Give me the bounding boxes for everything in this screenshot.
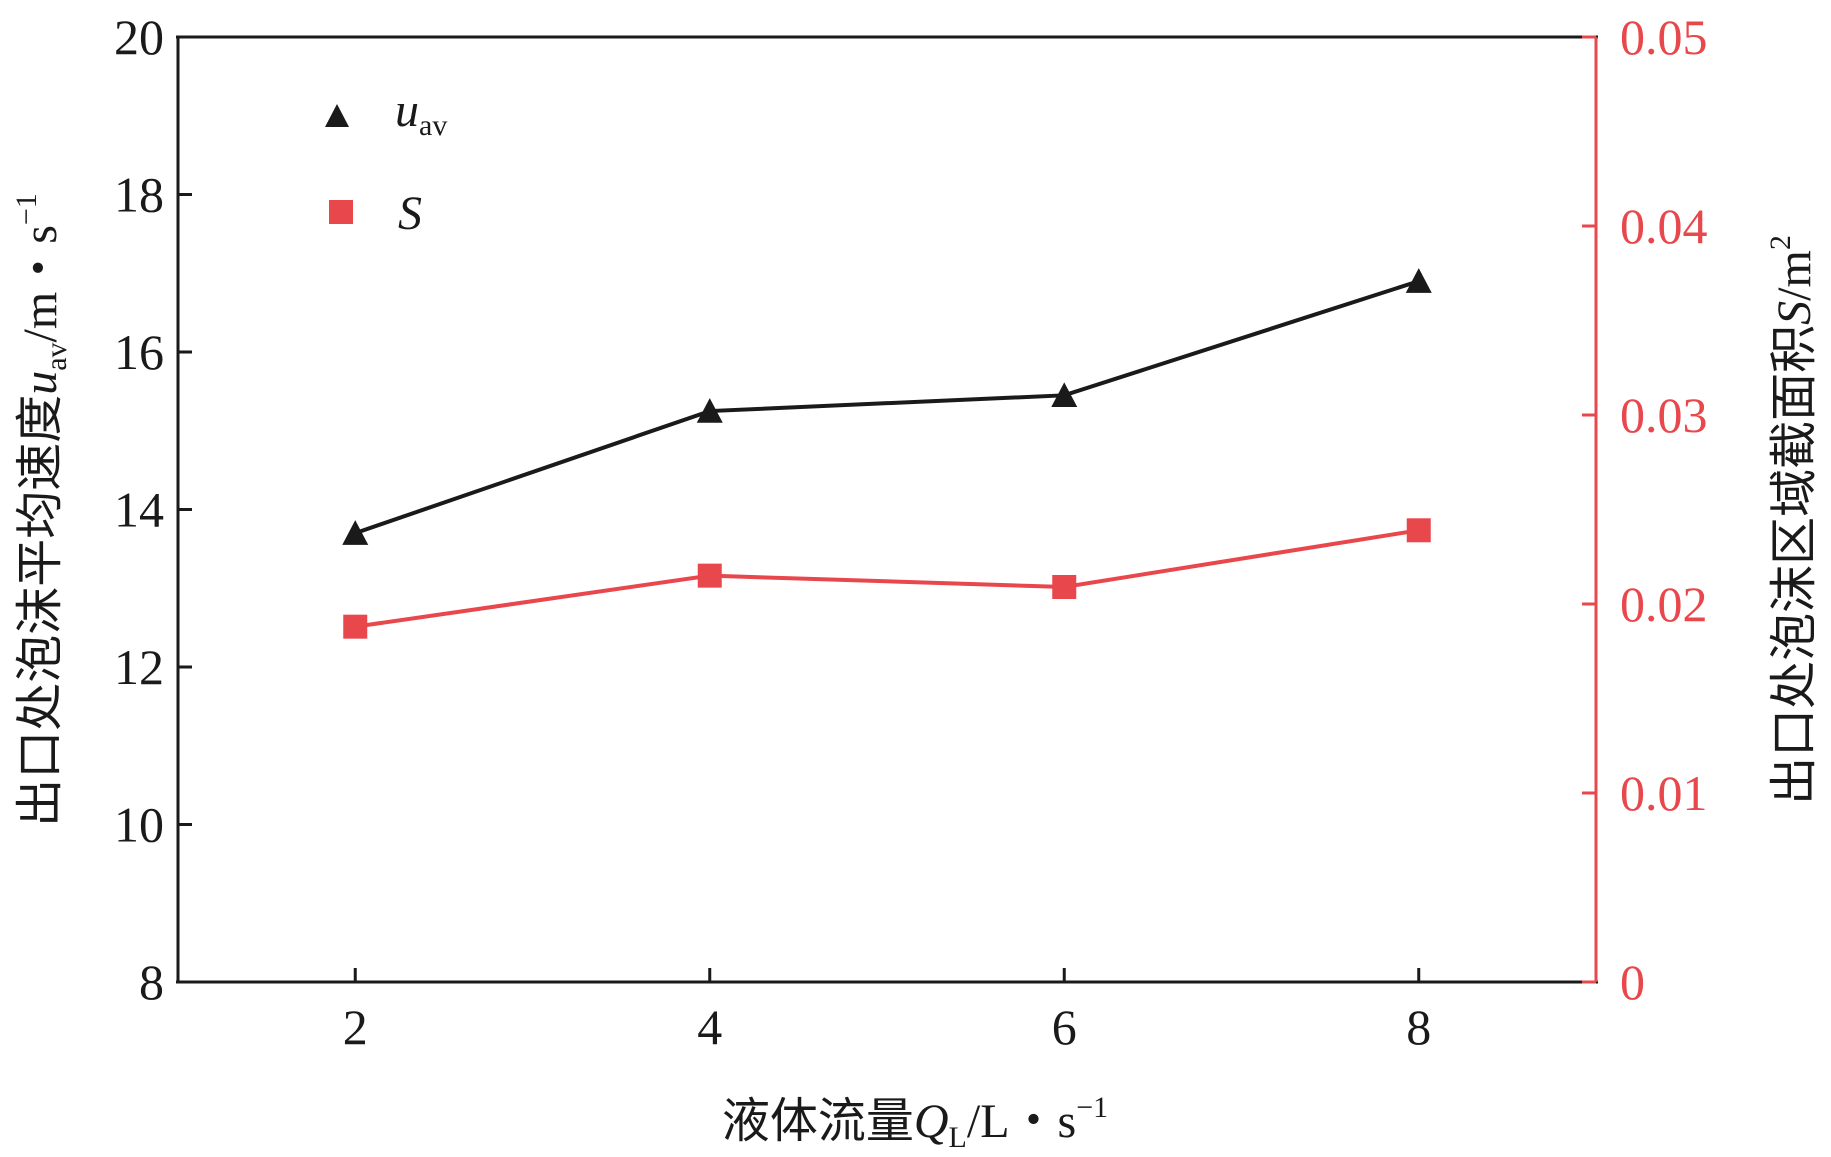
legend-label-s: S [398,187,422,240]
left-y-axis-ticks: 8 10 12 14 16 18 20 [114,9,192,1010]
right-y-tick-label: 0 [1620,954,1645,1010]
data-point-square [1052,574,1077,599]
x-axis-label: 液体流量QL/L・s−1 [722,1091,1108,1154]
data-point-triangle [1405,268,1432,293]
left-y-tick-label: 20 [114,9,164,65]
left-y-tick-label: 10 [114,797,164,853]
left-y-axis-label: 出口处泡沫平均速度uav/m・s−1 [10,193,73,827]
right-y-axis-ticks: 0 0.01 0.02 0.03 0.04 0.05 [1582,9,1708,1010]
left-y-tick-label: 16 [114,324,164,380]
right-y-axis-label: 出口处泡沫区域截面积S/m2 [1764,235,1821,805]
legend-marker-s [329,200,353,224]
right-y-tick-label: 0.04 [1620,198,1708,254]
legend-label-u-av: uav [395,84,447,142]
data-point-square [343,614,368,639]
x-tick-label: 6 [1052,999,1077,1055]
plot-area [176,35,1598,984]
x-tick-label: 4 [697,999,722,1055]
left-y-tick-label: 14 [114,482,164,538]
data-point-triangle [342,520,369,545]
right-y-tick-label: 0.05 [1620,9,1708,65]
data-point-square [1406,518,1431,543]
x-axis-ticks: 2 4 6 8 [343,968,1431,1055]
right-y-tick-label: 0.01 [1620,765,1708,821]
right-y-tick-label: 0.03 [1620,387,1708,443]
data-point-triangle [696,398,723,423]
data-point-square [697,563,722,588]
right-y-tick-label: 0.02 [1620,576,1708,632]
left-y-tick-label: 12 [114,639,164,695]
series-line-s [354,528,1420,629]
left-y-tick-label: 8 [139,954,164,1010]
data-point-triangle [1051,382,1078,408]
series-layer [342,268,1432,639]
series-line-u-av [354,279,1420,536]
legend-marker-u-av [325,104,349,127]
legend: uav S [325,84,447,240]
x-tick-label: 8 [1406,999,1431,1055]
left-y-tick-label: 18 [114,167,164,223]
x-tick-label: 2 [343,999,368,1055]
